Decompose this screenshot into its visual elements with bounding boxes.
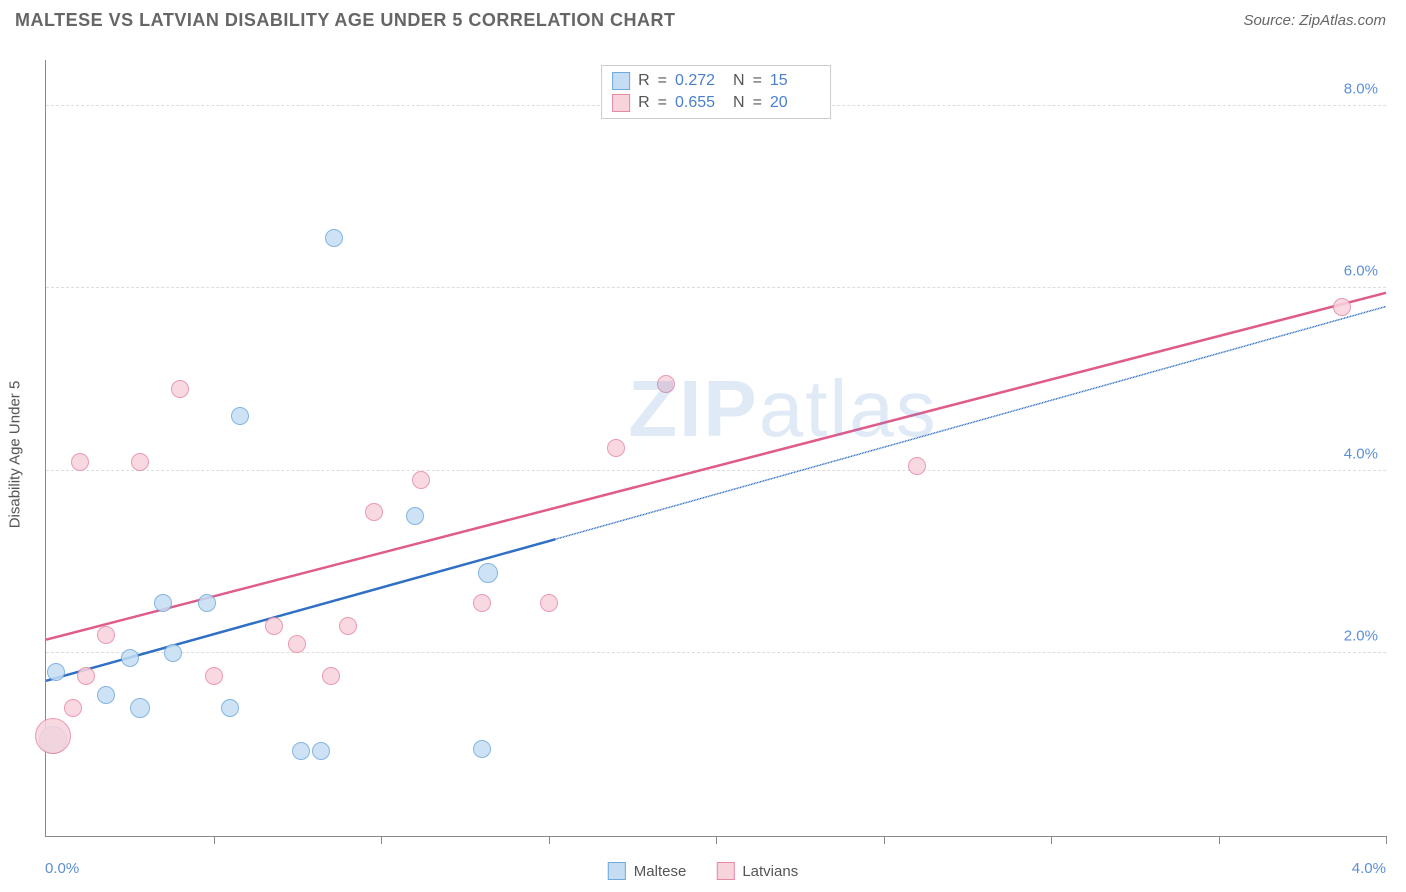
- data-point: [265, 617, 283, 635]
- x-tick: [1219, 836, 1220, 844]
- data-point: [221, 699, 239, 717]
- data-point: [365, 503, 383, 521]
- stats-row-maltese: R = 0.272 N = 15: [612, 70, 820, 92]
- data-point: [322, 667, 340, 685]
- data-point: [1333, 298, 1351, 316]
- x-tick: [1051, 836, 1052, 844]
- data-point: [171, 380, 189, 398]
- chart-title: MALTESE VS LATVIAN DISABILITY AGE UNDER …: [15, 10, 676, 31]
- data-point: [154, 594, 172, 612]
- data-point: [288, 635, 306, 653]
- stats-legend-box: R = 0.272 N = 15 R = 0.655 N = 20: [601, 65, 831, 119]
- data-point: [131, 453, 149, 471]
- data-point: [478, 563, 498, 583]
- chart-header: MALTESE VS LATVIAN DISABILITY AGE UNDER …: [0, 0, 1406, 36]
- data-point: [130, 698, 150, 718]
- legend-item-latvians: Latvians: [716, 862, 798, 880]
- x-axis-min-label: 0.0%: [45, 860, 79, 877]
- y-axis-label: Disability Age Under 5: [7, 381, 24, 529]
- x-tick: [884, 836, 885, 844]
- data-point: [657, 375, 675, 393]
- x-tick: [214, 836, 215, 844]
- data-point: [292, 742, 310, 760]
- bottom-legend: Maltese Latvians: [608, 862, 798, 880]
- legend-item-maltese: Maltese: [608, 862, 687, 880]
- data-point: [473, 594, 491, 612]
- data-point: [312, 742, 330, 760]
- data-point: [121, 649, 139, 667]
- stats-row-latvians: R = 0.655 N = 20: [612, 92, 820, 114]
- data-point: [205, 667, 223, 685]
- x-axis-max-label: 4.0%: [1352, 860, 1386, 877]
- data-point: [198, 594, 216, 612]
- x-tick: [716, 836, 717, 844]
- x-tick: [381, 836, 382, 844]
- data-point: [164, 644, 182, 662]
- data-point: [64, 699, 82, 717]
- swatch-latvians-icon: [716, 862, 734, 880]
- chart-plot-area: 2.0%4.0%6.0%8.0% ZIPatlas R = 0.272 N = …: [45, 60, 1386, 837]
- data-point: [71, 453, 89, 471]
- data-point: [473, 740, 491, 758]
- swatch-latvians-icon: [612, 94, 630, 112]
- data-point: [406, 507, 424, 525]
- data-point: [412, 471, 430, 489]
- data-point: [540, 594, 558, 612]
- data-point: [325, 229, 343, 247]
- data-point: [97, 626, 115, 644]
- trend-lines: [46, 60, 1386, 836]
- data-point: [339, 617, 357, 635]
- x-tick: [549, 836, 550, 844]
- swatch-maltese-icon: [612, 72, 630, 90]
- chart-source: Source: ZipAtlas.com: [1243, 12, 1386, 29]
- data-point: [47, 663, 65, 681]
- data-point: [35, 718, 71, 754]
- data-point: [77, 667, 95, 685]
- data-point: [908, 457, 926, 475]
- swatch-maltese-icon: [608, 862, 626, 880]
- data-point: [97, 686, 115, 704]
- x-tick: [1386, 836, 1387, 844]
- data-point: [231, 407, 249, 425]
- data-point: [607, 439, 625, 457]
